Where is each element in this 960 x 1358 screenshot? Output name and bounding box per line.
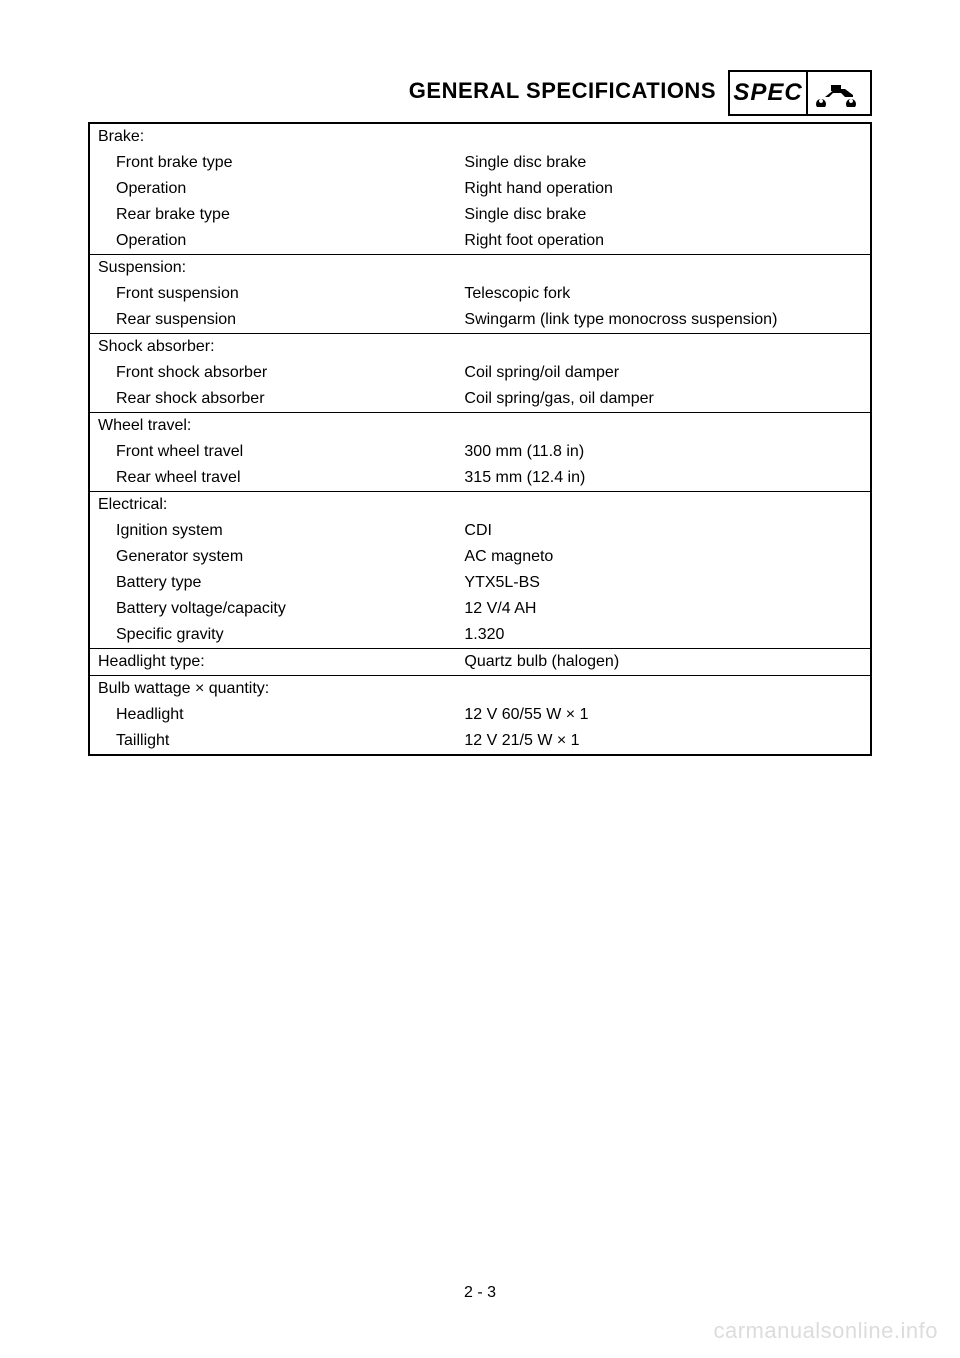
spec-value: Swingarm (link type monocross suspension…: [464, 307, 870, 333]
section-brake: Brake: Front brake typeSingle disc brake…: [90, 122, 870, 254]
spec-label: Battery type: [90, 570, 464, 596]
section-head: Bulb wattage × quantity:: [90, 676, 464, 702]
spec-table: Brake: Front brake typeSingle disc brake…: [88, 122, 872, 756]
header-title: GENERAL SPECIFICATIONS: [409, 70, 720, 112]
spec-value: CDI: [464, 518, 870, 544]
spec-value: Telescopic fork: [464, 281, 870, 307]
spec-label: Rear wheel travel: [90, 465, 464, 491]
page: GENERAL SPECIFICATIONS SPEC Brake: Front…: [0, 0, 960, 1358]
spec-label: Front suspension: [90, 281, 464, 307]
spec-label: Front brake type: [90, 150, 464, 176]
section-shock: Shock absorber: Front shock absorberCoil…: [90, 333, 870, 412]
spec-value: 12 V/4 AH: [464, 596, 870, 622]
spec-label: Headlight: [90, 702, 464, 728]
spec-value: Coil spring/oil damper: [464, 360, 870, 386]
spec-label: Rear shock absorber: [90, 386, 464, 412]
page-header: GENERAL SPECIFICATIONS SPEC: [88, 70, 872, 116]
section-head: Headlight type:: [90, 649, 464, 675]
spec-label: Taillight: [90, 728, 464, 754]
spec-value: 315 mm (12.4 in): [464, 465, 870, 491]
section-headlight: Headlight type: Quartz bulb (halogen): [90, 648, 870, 675]
spec-value: YTX5L-BS: [464, 570, 870, 596]
section-head: Wheel travel:: [90, 413, 464, 439]
section-head-value: [464, 255, 870, 281]
spec-label: Generator system: [90, 544, 464, 570]
spec-value: Right foot operation: [464, 228, 870, 254]
spec-value: Coil spring/gas, oil damper: [464, 386, 870, 412]
section-head: Brake:: [90, 124, 464, 150]
spec-value: 300 mm (11.8 in): [464, 439, 870, 465]
section-head-value: [464, 413, 870, 439]
spec-value: Right hand operation: [464, 176, 870, 202]
spec-value: Single disc brake: [464, 202, 870, 228]
spec-label: Ignition system: [90, 518, 464, 544]
spec-label: Front wheel travel: [90, 439, 464, 465]
spec-badge: SPEC: [730, 72, 808, 114]
spec-icon: [808, 72, 870, 114]
section-head-value: [464, 124, 870, 150]
spec-value: AC magneto: [464, 544, 870, 570]
spec-label: Specific gravity: [90, 622, 464, 648]
section-head-value: Quartz bulb (halogen): [464, 649, 870, 675]
section-head: Electrical:: [90, 492, 464, 518]
section-suspension: Suspension: Front suspensionTelescopic f…: [90, 254, 870, 333]
page-number: 2 - 3: [0, 1284, 960, 1302]
section-head-value: [464, 676, 870, 702]
spec-label: Rear suspension: [90, 307, 464, 333]
spec-label: Operation: [90, 228, 464, 254]
header-boxes: SPEC: [728, 70, 872, 116]
spec-label: Front shock absorber: [90, 360, 464, 386]
spec-value: 1.320: [464, 622, 870, 648]
section-electrical: Electrical: Ignition systemCDI Generator…: [90, 491, 870, 648]
section-head: Suspension:: [90, 255, 464, 281]
spec-label: Battery voltage/capacity: [90, 596, 464, 622]
spec-value: 12 V 60/55 W × 1: [464, 702, 870, 728]
spec-label: Operation: [90, 176, 464, 202]
motorcycle-icon: [815, 79, 863, 107]
watermark: carmanualsonline.info: [713, 1318, 938, 1344]
section-head-value: [464, 492, 870, 518]
section-head: Shock absorber:: [90, 334, 464, 360]
spec-value: Single disc brake: [464, 150, 870, 176]
section-head-value: [464, 334, 870, 360]
spec-value: 12 V 21/5 W × 1: [464, 728, 870, 754]
section-bulb: Bulb wattage × quantity: Headlight12 V 6…: [90, 675, 870, 754]
spec-label: Rear brake type: [90, 202, 464, 228]
section-wheel: Wheel travel: Front wheel travel300 mm (…: [90, 412, 870, 491]
